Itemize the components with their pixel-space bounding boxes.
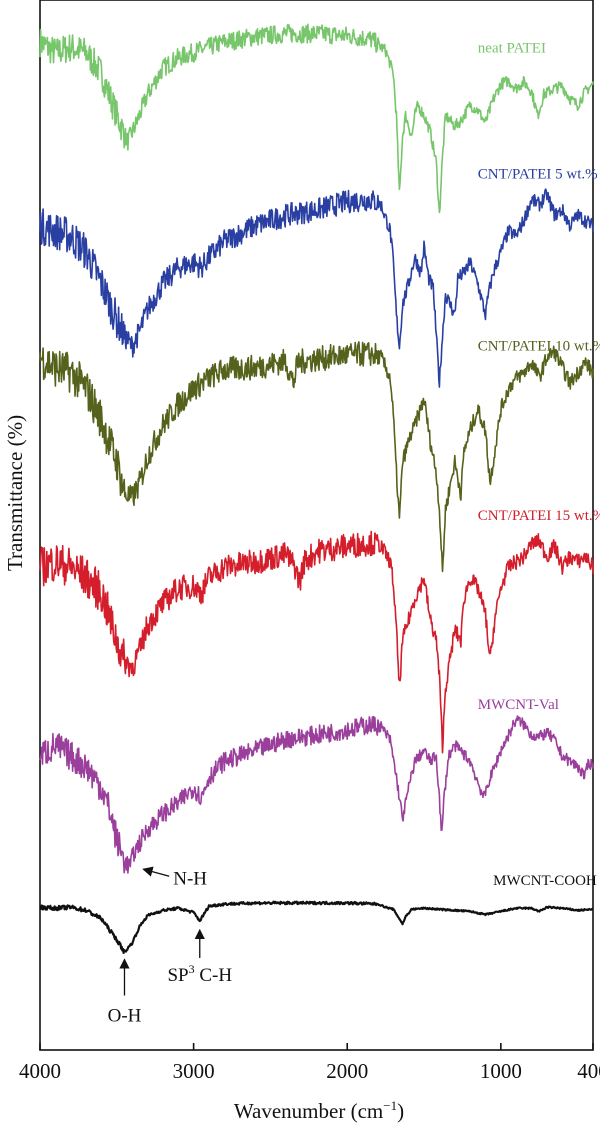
plot-frame (39, 0, 594, 1051)
x-axis-title-main: Wavenumber (cm (234, 1099, 383, 1123)
x-axis-title-sup: −1 (383, 1098, 397, 1113)
series-line-2 (39, 341, 594, 573)
x-tick-label: 400 (577, 1059, 600, 1083)
series-label-0: neat PATEI (478, 41, 546, 57)
series-layer (39, 23, 594, 954)
oh-label: O-H (108, 1006, 142, 1027)
x-axis-title: Wavenumber (cm−1) (234, 1098, 404, 1123)
x-axis: 4000 3000 2000 1000 400 (19, 1043, 600, 1083)
series-line-4 (39, 715, 594, 874)
series-label-2: CNT/PATEI 10 wt.% (478, 339, 600, 355)
series-line-5 (39, 900, 594, 954)
x-tick-label: 2000 (326, 1059, 368, 1083)
series-label-3: CNT/PATEI 15 wt.% (478, 508, 600, 524)
x-tick-label: 4000 (19, 1059, 61, 1083)
series-label-1: CNT/PATEI 5 wt.% (478, 167, 598, 183)
nh-label: N-H (173, 868, 207, 889)
annotation-layer: O-H SP3 C-H N-H (108, 866, 232, 1027)
series-label-layer: neat PATEI CNT/PATEI 5 wt.% CNT/PATEI 10 w… (478, 41, 600, 890)
series-label-4: MWCNT-Val (478, 697, 559, 713)
x-tick-label: 3000 (173, 1059, 215, 1083)
series-line-3 (39, 530, 594, 754)
x-axis-title-close: ) (397, 1099, 404, 1123)
x-tick-label: 1000 (480, 1059, 522, 1083)
sp3-ch-label: SP3 C-H (167, 962, 232, 986)
series-line-1 (39, 188, 594, 388)
plot-border (39, 0, 594, 1051)
series-line-0 (39, 23, 594, 214)
series-label-5: MWCNT-COOH (493, 873, 597, 889)
y-axis-title: Transmittance (%) (3, 415, 27, 571)
nh-arrow (142, 866, 170, 877)
